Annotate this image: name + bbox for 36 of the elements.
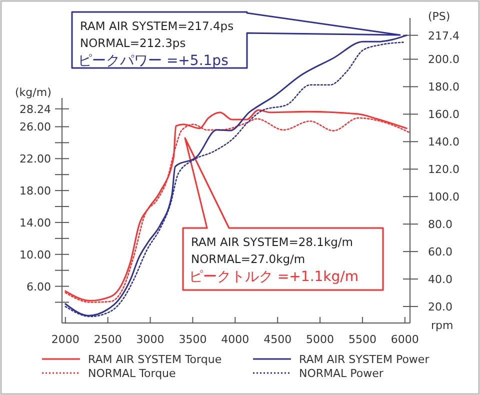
x-tick-label: 2000 bbox=[51, 333, 80, 346]
y2-tick-label: 20.0 bbox=[428, 300, 452, 314]
x-tick-label: 3500 bbox=[178, 333, 207, 346]
y2-tick-label: 180.0 bbox=[428, 80, 460, 94]
y2-tick-label: 60.0 bbox=[428, 246, 452, 259]
x-tick-label: 6000 bbox=[390, 333, 419, 346]
x-axis-title: rpm bbox=[431, 319, 454, 332]
x-tick-label: 5500 bbox=[348, 333, 376, 346]
x-tick-label: 3000 bbox=[136, 333, 164, 346]
y-tick-label: 28.24 bbox=[20, 102, 51, 116]
y2-tick-label: 217.4 bbox=[428, 29, 460, 42]
y-tick-label: 18.00 bbox=[20, 184, 51, 198]
x-tick-label: 5000 bbox=[306, 333, 334, 346]
y2-tick-label: 160.0 bbox=[428, 108, 460, 122]
y-tick-label: 26.00 bbox=[20, 120, 51, 134]
y2-tick-label: 40.0 bbox=[428, 273, 452, 286]
y-tick-label: 6.00 bbox=[26, 280, 51, 294]
y2-tick-label: 120.0 bbox=[428, 163, 460, 176]
legend-label: RAM AIR SYSTEM Power bbox=[299, 353, 430, 366]
y2-tick-label: 200.0 bbox=[428, 53, 460, 66]
y-tick-label: 22.00 bbox=[20, 152, 51, 166]
x-tick-label: 4000 bbox=[221, 333, 250, 346]
y-tick-label: 14.00 bbox=[20, 216, 51, 230]
legend-label: RAM AIR SYSTEM Torque bbox=[88, 353, 222, 366]
y2-tick-label: 100.0 bbox=[428, 190, 460, 204]
legend-label: NORMAL Power bbox=[299, 367, 384, 380]
y2-axis-title: (PS) bbox=[428, 10, 450, 23]
y-axis-title: (kg/m) bbox=[15, 86, 52, 99]
legend-label: NORMAL Torque bbox=[88, 367, 176, 380]
y2-tick-label: 80.0 bbox=[428, 218, 452, 232]
text: RAM AIR SYSTEM=217.4ps NORMAL=212.3ps ピークパワー =+5.1ps bbox=[78, 19, 234, 69]
x-tick-label: 4500 bbox=[264, 333, 292, 346]
y2-tick-label: 140.0 bbox=[428, 136, 460, 149]
annotation: RAM AIR SYSTEM=28.1kg/m NORMAL=27.0kg/m ピークトルク =+1.1kg/m bbox=[189, 235, 359, 285]
x-tick-label: 2500 bbox=[94, 333, 122, 346]
y-tick-label: 10.00 bbox=[20, 248, 51, 262]
